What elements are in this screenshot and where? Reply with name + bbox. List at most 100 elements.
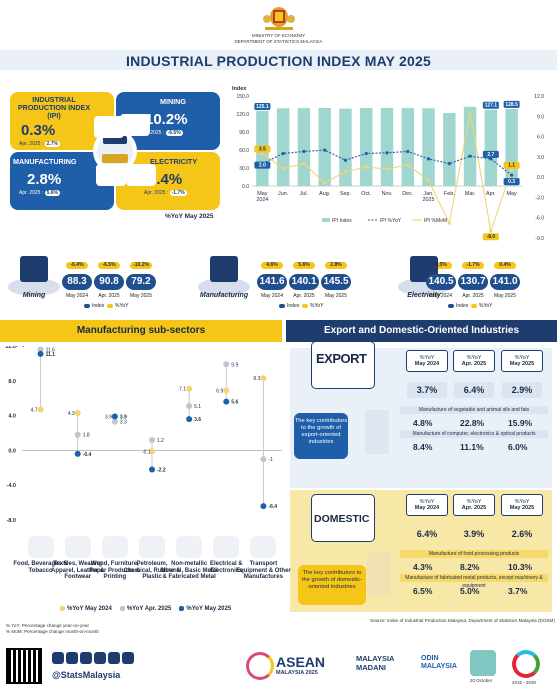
manuf-dot xyxy=(149,448,155,455)
domestic-cal-date: May 2024 xyxy=(414,505,440,511)
ipi-yoy-line-point xyxy=(510,173,514,177)
subsector-label: Food, Beverages & Tobacco xyxy=(13,561,68,574)
ipi-label-mom-first: 3.5 xyxy=(259,146,266,152)
mining-date: Apr. 2025 xyxy=(98,293,120,299)
ipi-mom-line-point xyxy=(406,163,410,167)
export-main-value: 3.7% xyxy=(407,382,447,398)
ipi-prev-label: Apr. 2025 : xyxy=(19,141,44,147)
ipi-yoy-line-point xyxy=(489,157,493,161)
page-title: INDUSTRIAL PRODUCTION INDEX MAY 2025 xyxy=(126,53,431,69)
electricity-index-value: 140.5 xyxy=(426,274,456,290)
subsector-4-icon xyxy=(176,536,203,558)
export-cal-head: %YoY xyxy=(466,355,482,361)
manufacturing-icon xyxy=(96,164,126,186)
ipi-right-tick: 9.0 xyxy=(537,114,544,120)
subsector-label: Transport Equipment & Other Manufactures xyxy=(236,561,291,581)
youtube-icon[interactable] xyxy=(94,652,106,664)
ipi-x-tick: Aug. xyxy=(319,191,330,197)
ipi-label-bar-apr: 127.1 xyxy=(485,103,498,109)
ipi-x-tick: May xyxy=(507,191,517,197)
manuf-dot-label: 1.8 xyxy=(83,433,90,439)
ipi-yoy-line-point xyxy=(364,151,368,156)
manufacturing-label: MANUFACTURING xyxy=(13,157,77,166)
export-item2-value: 6.0% xyxy=(508,442,528,452)
manuf-dot xyxy=(37,350,44,357)
subsector-6-icon xyxy=(250,536,277,558)
ipi-mom-line-point xyxy=(385,167,389,171)
manuf-dot-label: 3.9 xyxy=(120,414,127,420)
manufacturing-index-value: 141.6 xyxy=(257,274,287,290)
mining-index-value: 88.3 xyxy=(62,274,92,290)
electricity-legend: Index %YoY xyxy=(448,303,492,309)
ipi-bar xyxy=(401,108,414,186)
manuf-dot-label: -0.1 xyxy=(142,449,151,455)
ipi-mom-line-point xyxy=(510,168,514,172)
subsector-label: Textiles, Wearing Apparel, Leather & Foo… xyxy=(51,561,105,581)
madani-logo: MALAYSIA MADANI xyxy=(356,654,395,672)
asean-sub: MALAYSIA 2025 xyxy=(276,670,318,676)
ipi-right-tick: 6.0 xyxy=(537,135,544,141)
social-handle[interactable]: @StatsMalaysia xyxy=(52,670,121,680)
manuf-dot-label: 4.7 xyxy=(31,408,38,414)
manuf-dot xyxy=(223,387,230,394)
mining-label: MINING xyxy=(160,97,186,106)
domestic-calendar: %YoY May 2024 xyxy=(406,494,448,516)
export-calendar: %YoY May 2025 xyxy=(501,350,543,372)
manuf-dot-label: 7.1 xyxy=(179,387,186,393)
ipi-label-yoy-apr: 2.7 xyxy=(487,152,494,158)
ipi-chart: Index 150.0 120.0 90.0 60.0 30.0 0.0 12.0 9.0 6.0… xyxy=(232,86,544,242)
mining-cell: MINING -10.2% Apr. 2025 : -6.5% xyxy=(140,98,244,156)
manufacturing-legend: Index %YoY xyxy=(279,303,323,309)
linkedin-icon[interactable] xyxy=(122,652,134,664)
manufacturing-yoy: 5.6% xyxy=(298,262,310,268)
legend-yoy-swatch xyxy=(471,303,478,308)
mining-sector-icon: Mining xyxy=(6,250,62,306)
ipi-mom-line-point xyxy=(447,221,451,225)
export-item2-value: 8.4% xyxy=(413,442,433,452)
legend-index-label: Index xyxy=(287,303,300,309)
ipi-yoy-line-point xyxy=(302,149,306,154)
legend-index-swatch xyxy=(279,303,285,308)
ipi-mom-line-point xyxy=(260,151,264,156)
ipi-x-tick: Feb. xyxy=(444,191,455,197)
ipi-legend-index: IPI Index xyxy=(332,218,352,224)
manuf-y-tick: 0.0 xyxy=(8,448,16,454)
ipi-x-tick-year: 2025 xyxy=(423,197,435,203)
subsector-label: Non-metallic Mineral, Basic Metal & Fabr… xyxy=(160,561,218,581)
manuf-dot-label: -6.4 xyxy=(268,504,277,510)
manuf-dot-label: 8.3 xyxy=(253,376,260,382)
export-main-value: 2.9% xyxy=(502,382,542,398)
header: MINISTRY OF ECONOMY DEPARTMENT OF STATIS… xyxy=(0,0,557,50)
ipi-yoy-line-point xyxy=(343,158,348,162)
tiktok-icon[interactable] xyxy=(108,652,120,664)
domestic-item2-value: 3.7% xyxy=(508,586,528,596)
ipi-label-first-bar: 125.1 xyxy=(256,104,269,110)
x-icon[interactable] xyxy=(80,652,92,664)
facebook-icon[interactable] xyxy=(66,652,78,664)
summary-note: %YoY May 2025 xyxy=(165,213,214,220)
footer-date: 20 October xyxy=(470,678,493,683)
social-icons xyxy=(52,652,150,666)
manuf-dot-label: 11.6 xyxy=(46,347,56,353)
ipi-left-tick: 60.0 xyxy=(239,148,249,154)
subsector-label: Wood, Furniture, Paper Products & Printi… xyxy=(89,561,141,581)
mining-label: Mining xyxy=(22,292,46,299)
ministry-name: MINISTRY OF ECONOMY xyxy=(251,33,306,38)
ipi-yoy-line-point xyxy=(447,162,451,166)
domestic-calendar: %YoY Apr. 2025 xyxy=(453,494,495,516)
domestic-cal-date: May 2025 xyxy=(509,505,535,511)
manuf-dot-label: 9.9 xyxy=(231,362,238,368)
qr-code[interactable] xyxy=(6,648,42,684)
ipi-left-tick: 0.0 xyxy=(242,184,249,190)
export-cal-date: May 2025 xyxy=(509,361,535,367)
manuf-dot xyxy=(37,406,44,413)
manufacturing-prev-label: Apr. 2025 : xyxy=(19,190,44,196)
manufacturing-cell: MANUFACTURING 2.8% Apr. 2025 : 5.6% xyxy=(13,158,117,216)
instagram-icon[interactable] xyxy=(52,652,64,664)
export-cal-date: May 2024 xyxy=(414,361,440,367)
ipi-legend-mom: IPI %MoM xyxy=(424,218,447,224)
source-note: Source: Index of Industrial Production M… xyxy=(370,618,555,623)
manuf-dot xyxy=(223,361,230,368)
electricity-cell: ELECTRICITY 0.4% Apr. 2025 : -1.7% xyxy=(138,158,242,216)
domestic-main-value: 6.4% xyxy=(407,526,447,542)
